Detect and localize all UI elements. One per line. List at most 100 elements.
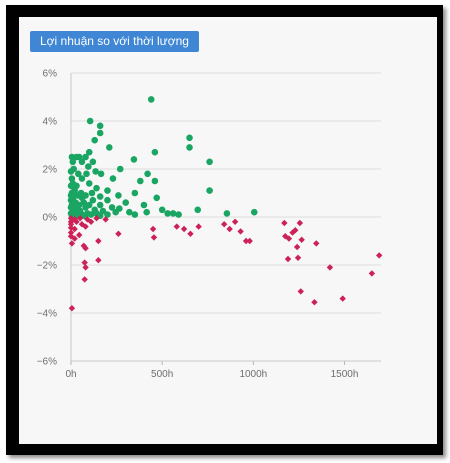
data-point-negative (296, 219, 304, 227)
data-point-positive (131, 189, 139, 197)
data-point-positive (136, 177, 144, 185)
data-point-positive (87, 211, 95, 218)
data-point-positive (104, 196, 111, 204)
data-point-positive (144, 170, 151, 178)
data-point-negative (285, 235, 293, 242)
y-tick-label: −4% (37, 309, 57, 320)
y-tick-label: −2% (37, 261, 57, 272)
data-point-positive (88, 189, 96, 197)
data-point-negative (73, 218, 80, 225)
data-point-positive (175, 211, 182, 218)
data-point-negative (326, 264, 334, 271)
chart-title-button[interactable]: Lợi nhuận so với thời lượng (30, 31, 199, 52)
x-tick-label: 500h (151, 369, 173, 380)
data-point-positive (223, 210, 231, 217)
data-point-positive (96, 129, 104, 137)
data-point-positive (140, 201, 148, 209)
data-point-positive (164, 210, 171, 217)
data-point-negative (68, 305, 76, 312)
data-point-positive (82, 153, 89, 161)
data-point-negative (82, 264, 89, 271)
data-point-positive (206, 187, 213, 194)
data-point-negative (173, 223, 180, 230)
data-point-positive (151, 148, 159, 156)
data-point-negative (339, 295, 346, 302)
data-point-negative (368, 270, 376, 277)
data-point-negative (76, 215, 84, 222)
data-point-positive (96, 122, 104, 130)
data-point-negative (231, 218, 239, 225)
data-point-positive (131, 211, 139, 218)
data-point-positive (99, 207, 107, 215)
data-point-negative (115, 230, 122, 237)
data-point-negative (82, 245, 89, 252)
data-point-positive (115, 192, 122, 199)
data-point-negative (281, 219, 288, 227)
data-points (67, 96, 383, 312)
data-point-positive (105, 144, 113, 151)
data-point-positive (85, 180, 93, 187)
data-point-negative (95, 237, 102, 245)
data-point-negative (375, 252, 383, 259)
data-point-positive (186, 134, 193, 142)
data-point-positive (116, 165, 124, 173)
axes (70, 73, 381, 365)
data-point-negative (246, 237, 253, 245)
x-tick-label: 0h (65, 369, 76, 380)
data-point-negative (149, 225, 157, 233)
data-point-positive (143, 208, 150, 216)
data-point-positive (96, 193, 104, 200)
data-point-negative (298, 236, 305, 243)
data-point-negative (93, 215, 100, 222)
data-point-negative (81, 259, 88, 266)
data-point-positive (82, 204, 89, 211)
data-point-negative (242, 237, 250, 245)
data-point-negative (67, 229, 75, 236)
y-tick-label: −6% (37, 357, 57, 368)
data-point-positive (147, 96, 155, 103)
data-point-negative (87, 218, 95, 225)
data-point-positive (86, 117, 94, 125)
data-point-positive (74, 170, 82, 178)
data-point-positive (67, 168, 75, 175)
data-point-positive (158, 206, 166, 214)
data-point-positive (83, 170, 90, 178)
data-point-positive (153, 194, 161, 202)
data-point-negative (82, 223, 89, 230)
data-point-positive (89, 158, 97, 166)
data-point-positive (194, 206, 202, 214)
data-point-positive (75, 153, 83, 161)
data-point-positive (78, 175, 86, 182)
data-point-negative (71, 235, 78, 242)
y-tick-label: 4% (43, 117, 58, 128)
data-point-negative (67, 221, 75, 228)
data-point-negative (81, 276, 88, 283)
data-point-negative (284, 255, 292, 263)
data-point-negative (187, 230, 194, 237)
data-point-negative (95, 257, 102, 264)
data-point-positive (206, 158, 213, 166)
data-point-positive (108, 204, 116, 211)
data-point-negative (76, 231, 83, 239)
y-tick-label: 0% (43, 213, 58, 224)
data-point-negative (180, 225, 188, 233)
data-point-negative (226, 225, 233, 233)
gridlines (71, 72, 381, 362)
data-point-positive (96, 201, 104, 209)
data-point-positive (69, 158, 77, 166)
data-point-positive (151, 177, 159, 185)
data-point-negative (297, 288, 304, 295)
data-point-negative (71, 225, 78, 233)
data-point-positive (97, 170, 105, 178)
data-point-negative (68, 240, 76, 247)
data-point-positive (169, 210, 177, 217)
data-point-positive (67, 182, 75, 190)
data-point-positive (186, 144, 193, 151)
data-point-negative (195, 223, 202, 230)
data-point-positive (91, 136, 99, 144)
data-point-positive (130, 156, 138, 163)
data-point-positive (85, 163, 92, 170)
data-point-positive (126, 208, 133, 216)
data-point-positive (85, 148, 93, 156)
